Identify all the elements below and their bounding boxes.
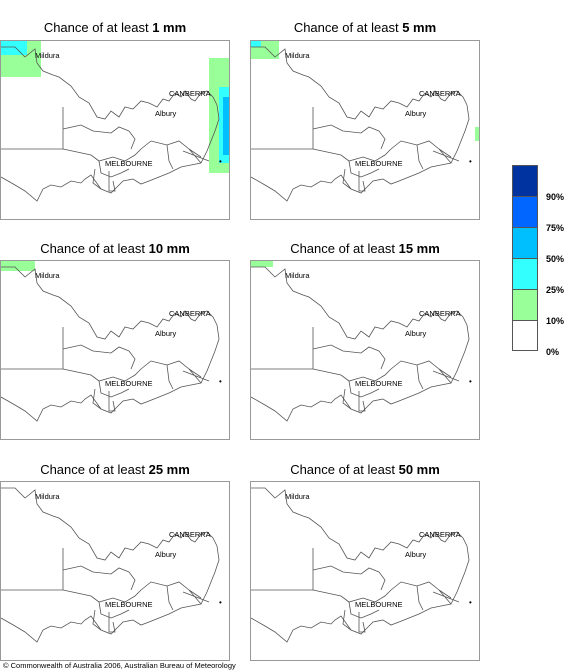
legend-swatch-10-25 bbox=[512, 289, 538, 320]
map-panel-1mm: Mildura CANBERRA Albury MELBOURNE • bbox=[0, 40, 230, 220]
probability-map bbox=[1, 261, 220, 422]
legend-label-90: 90% bbox=[546, 192, 565, 202]
legend-label-10: 10% bbox=[546, 316, 565, 326]
label-mildura: Mildura bbox=[35, 271, 60, 280]
label-albury: Albury bbox=[155, 550, 177, 559]
city-dot: • bbox=[219, 377, 222, 386]
shading-10pct bbox=[251, 261, 273, 267]
probability-map bbox=[251, 487, 470, 643]
panel-title-25mm: Chance of at least 25 mm bbox=[40, 462, 190, 477]
panel-title-15mm: Chance of at least 15 mm bbox=[290, 241, 440, 256]
city-dot: • bbox=[469, 157, 472, 166]
label-canberra: CANBERRA bbox=[419, 309, 461, 318]
label-melbourne: MELBOURNE bbox=[355, 600, 403, 609]
panel-title-5mm: Chance of at least 5 mm bbox=[293, 20, 437, 35]
probability-map bbox=[251, 41, 479, 202]
probability-map bbox=[251, 261, 470, 422]
label-melbourne: MELBOURNE bbox=[105, 600, 153, 609]
label-albury: Albury bbox=[155, 109, 177, 118]
shading-50pct bbox=[223, 97, 229, 155]
label-melbourne: MELBOURNE bbox=[355, 379, 403, 388]
label-melbourne: MELBOURNE bbox=[355, 159, 403, 168]
label-mildura: Mildura bbox=[285, 271, 310, 280]
city-dot: • bbox=[219, 598, 222, 607]
map-panel-5mm: Mildura CANBERRA Albury MELBOURNE • bbox=[250, 40, 480, 220]
legend-label-0: 0% bbox=[546, 347, 560, 357]
legend-swatch-0-10 bbox=[512, 320, 538, 351]
city-dot: • bbox=[469, 598, 472, 607]
probability-map bbox=[1, 487, 220, 643]
map-panel-10mm: Mildura CANBERRA Albury MELBOURNE • bbox=[0, 260, 230, 440]
label-canberra: CANBERRA bbox=[419, 530, 461, 539]
label-mildura: Mildura bbox=[285, 51, 310, 60]
panel-title-50mm: Chance of at least 50 mm bbox=[290, 462, 440, 477]
probability-legend bbox=[512, 165, 538, 351]
label-mildura: Mildura bbox=[35, 492, 60, 501]
legend-swatch-90-100 bbox=[512, 165, 538, 196]
label-canberra: CANBERRA bbox=[419, 89, 461, 98]
map-panel-50mm: Mildura CANBERRA Albury MELBOURNE • bbox=[250, 481, 480, 661]
label-albury: Albury bbox=[405, 329, 427, 338]
legend-label-50: 50% bbox=[546, 254, 565, 264]
shading-10pct bbox=[1, 261, 35, 271]
label-albury: Albury bbox=[405, 109, 427, 118]
label-albury: Albury bbox=[405, 550, 427, 559]
city-dot: • bbox=[469, 377, 472, 386]
label-mildura: Mildura bbox=[35, 51, 60, 60]
city-dot: • bbox=[219, 157, 222, 166]
legend-swatch-50-75 bbox=[512, 227, 538, 258]
label-canberra: CANBERRA bbox=[169, 530, 211, 539]
label-canberra: CANBERRA bbox=[169, 89, 211, 98]
label-canberra: CANBERRA bbox=[169, 309, 211, 318]
map-panel-15mm: Mildura CANBERRA Albury MELBOURNE • bbox=[250, 260, 480, 440]
label-melbourne: MELBOURNE bbox=[105, 379, 153, 388]
label-melbourne: MELBOURNE bbox=[105, 159, 153, 168]
label-mildura: Mildura bbox=[285, 492, 310, 501]
label-albury: Albury bbox=[155, 329, 177, 338]
probability-map bbox=[1, 41, 229, 202]
legend-swatch-25-50 bbox=[512, 258, 538, 289]
shading-25pct bbox=[251, 41, 261, 47]
panel-title-10mm: Chance of at least 10 mm bbox=[40, 241, 190, 256]
legend-swatch-75-90 bbox=[512, 196, 538, 227]
copyright-notice: © Commonwealth of Australia 2006, Austra… bbox=[3, 661, 236, 670]
map-panel-25mm: Mildura CANBERRA Albury MELBOURNE • bbox=[0, 481, 230, 661]
legend-label-75: 75% bbox=[546, 223, 565, 233]
legend-label-25: 25% bbox=[546, 285, 565, 295]
panel-title-1mm: Chance of at least 1 mm bbox=[43, 20, 187, 35]
